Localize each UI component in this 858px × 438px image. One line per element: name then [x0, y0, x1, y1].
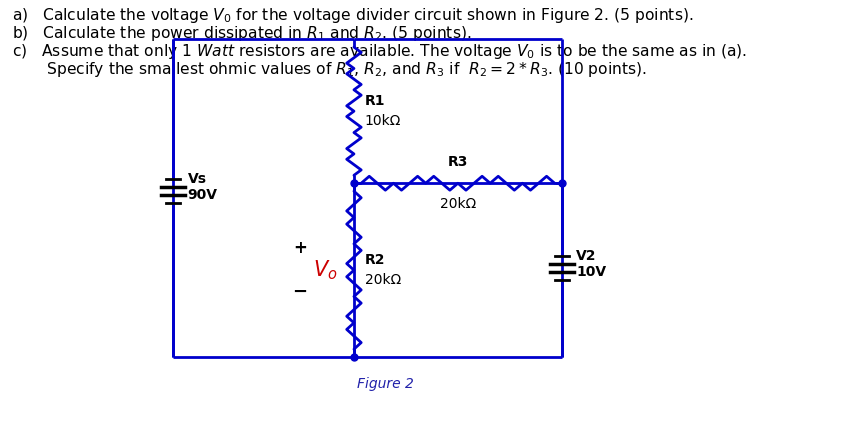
- Text: Vs: Vs: [188, 172, 207, 186]
- Text: R1: R1: [365, 94, 385, 108]
- Text: 90V: 90V: [188, 188, 218, 202]
- Text: 20kΩ: 20kΩ: [440, 197, 476, 211]
- Text: 20kΩ: 20kΩ: [365, 273, 401, 287]
- Text: a)   Calculate the voltage $V_0$ for the voltage divider circuit shown in Figure: a) Calculate the voltage $V_0$ for the v…: [12, 7, 693, 25]
- Text: c)   Assume that only 1 $Watt$ resistors are available. The voltage $V_0$ is to : c) Assume that only 1 $Watt$ resistors a…: [12, 42, 747, 61]
- Text: Specify the smallest ohmic values of $R_1$, $R_2$, and $R_3$ if  $R_2 = 2 * R_3$: Specify the smallest ohmic values of $R_…: [12, 60, 647, 79]
- Text: R2: R2: [365, 253, 385, 267]
- Text: $V_o$: $V_o$: [313, 258, 338, 282]
- Text: R3: R3: [448, 155, 468, 170]
- Text: 10V: 10V: [577, 265, 607, 279]
- Text: +: +: [293, 239, 306, 257]
- Text: −: −: [293, 283, 307, 301]
- Text: V2: V2: [577, 249, 597, 263]
- Text: Figure 2: Figure 2: [357, 377, 414, 391]
- Text: b)   Calculate the power dissipated in $R_1$ and $R_2$. (5 points).: b) Calculate the power dissipated in $R_…: [12, 24, 472, 43]
- Text: 10kΩ: 10kΩ: [365, 114, 402, 128]
